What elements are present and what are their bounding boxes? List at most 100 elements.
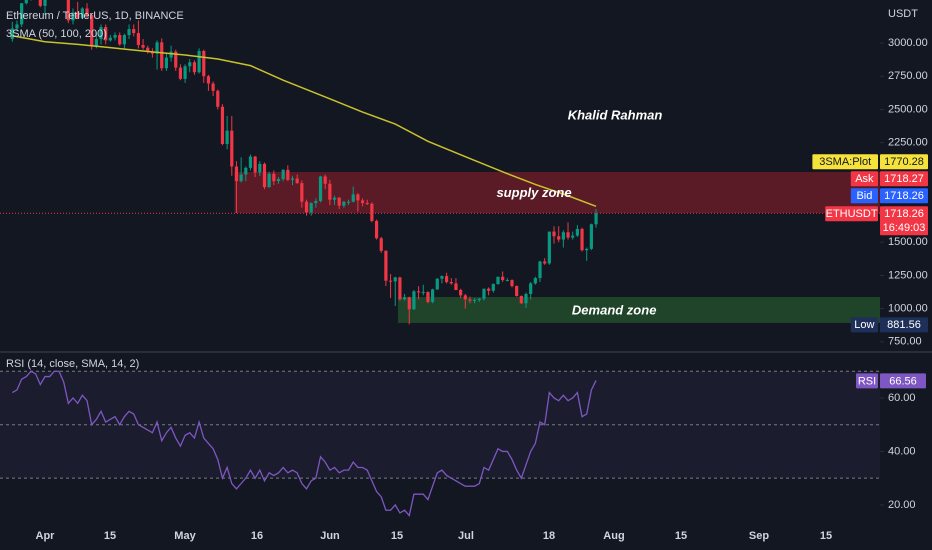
candle-body	[388, 280, 393, 282]
candle-body	[192, 62, 197, 73]
candle-body	[356, 194, 360, 201]
candle-body	[267, 173, 271, 188]
candle-body	[146, 47, 150, 52]
candle-body	[402, 297, 407, 300]
x-tick-label: Jul	[458, 530, 474, 542]
candle-body	[188, 62, 192, 67]
x-tick-label: 15	[820, 530, 832, 542]
tag-value-box	[880, 206, 928, 236]
tag-label-box	[856, 373, 878, 389]
candle-body	[487, 288, 491, 291]
zone	[397, 297, 880, 323]
candle-body	[412, 291, 416, 310]
candle-body	[108, 37, 112, 41]
candle-body	[496, 276, 500, 285]
candle-body	[547, 231, 551, 264]
candle-body	[561, 232, 565, 240]
candle-body	[426, 292, 430, 302]
candle-body	[244, 167, 248, 175]
sma-line	[12, 34, 597, 208]
candle-body	[575, 228, 579, 236]
candle-body	[318, 176, 323, 202]
y-tick-label: 1500.00	[888, 236, 928, 248]
candle-body	[230, 130, 234, 167]
candle-body	[118, 35, 122, 45]
candle-body	[370, 203, 374, 221]
candle-body	[529, 283, 533, 295]
candle-body	[454, 283, 458, 291]
candle-body	[524, 294, 528, 304]
tag-time: 16:49:03	[883, 222, 926, 234]
candle-body	[104, 27, 108, 41]
tag-label-box	[825, 206, 878, 222]
candle-body	[174, 51, 178, 68]
candle-body	[416, 291, 421, 293]
tag-value-box	[880, 171, 928, 187]
candle-body	[248, 156, 253, 168]
candle-body	[379, 238, 383, 251]
zone-label: Demand zone	[572, 302, 657, 317]
candle-body	[445, 276, 449, 283]
candle-body	[281, 169, 285, 180]
candle-body	[468, 299, 472, 301]
candle-body	[360, 200, 365, 204]
tag-label: 3SMA:Plot	[819, 156, 871, 168]
candle-body	[80, 8, 84, 18]
candle-body	[164, 57, 169, 69]
chart-title: Ethereum / TetherUS, 1D, BINANCE	[6, 10, 184, 22]
x-tick-label: Apr	[36, 530, 56, 542]
candle-body	[225, 130, 229, 144]
candle-body	[178, 67, 183, 79]
tag-label: RSI	[858, 375, 876, 387]
candle-body	[272, 173, 276, 182]
y-tick-label: 750.00	[888, 336, 922, 348]
candle-body	[463, 295, 467, 300]
candle-body	[24, 0, 28, 4]
candle-body	[300, 183, 304, 202]
candle-body	[136, 33, 140, 46]
candle-body	[66, 0, 70, 21]
candle-body	[482, 288, 486, 299]
candle-body	[211, 83, 215, 91]
candle-body	[384, 250, 388, 281]
candle-body	[160, 42, 164, 69]
candle-body	[309, 203, 313, 213]
y-tick-label: 2500.00	[888, 103, 928, 115]
candle-body	[234, 166, 239, 182]
x-tick-label: 15	[104, 530, 116, 542]
tag-value-box	[880, 317, 928, 333]
y-tick-label: 40.00	[888, 445, 916, 457]
candle-body	[99, 27, 103, 40]
candle-body	[276, 179, 281, 182]
candle-body	[332, 197, 337, 200]
candle-body	[473, 299, 477, 301]
candle-body	[323, 176, 327, 184]
x-tick-label: 18	[543, 530, 555, 542]
rsi-line	[11, 370, 597, 517]
indicator-label: 3SMA (50, 100, 200)	[6, 28, 107, 40]
candle-body	[71, 12, 75, 21]
tag-value: 1718.27	[884, 173, 924, 185]
candle-body	[290, 178, 295, 180]
candle-body	[580, 228, 584, 251]
candle-body	[440, 276, 444, 279]
candle-body	[258, 163, 262, 173]
candle-body	[155, 42, 159, 54]
candle-body	[346, 201, 351, 203]
candle-body	[515, 286, 519, 296]
candle-body	[477, 298, 481, 300]
candle-body	[557, 236, 561, 240]
candle-body	[398, 277, 402, 300]
tag-value: 1718.26	[884, 190, 924, 202]
candle-body	[43, 0, 47, 6]
tag-value: 1718.26	[884, 208, 924, 220]
candle-body	[94, 39, 98, 46]
candle-body	[351, 194, 355, 202]
tag-label-box	[850, 188, 878, 204]
candle-body	[519, 295, 523, 304]
candle-body	[538, 261, 542, 279]
zone-label: supply zone	[496, 185, 571, 200]
candle-body	[505, 280, 509, 282]
